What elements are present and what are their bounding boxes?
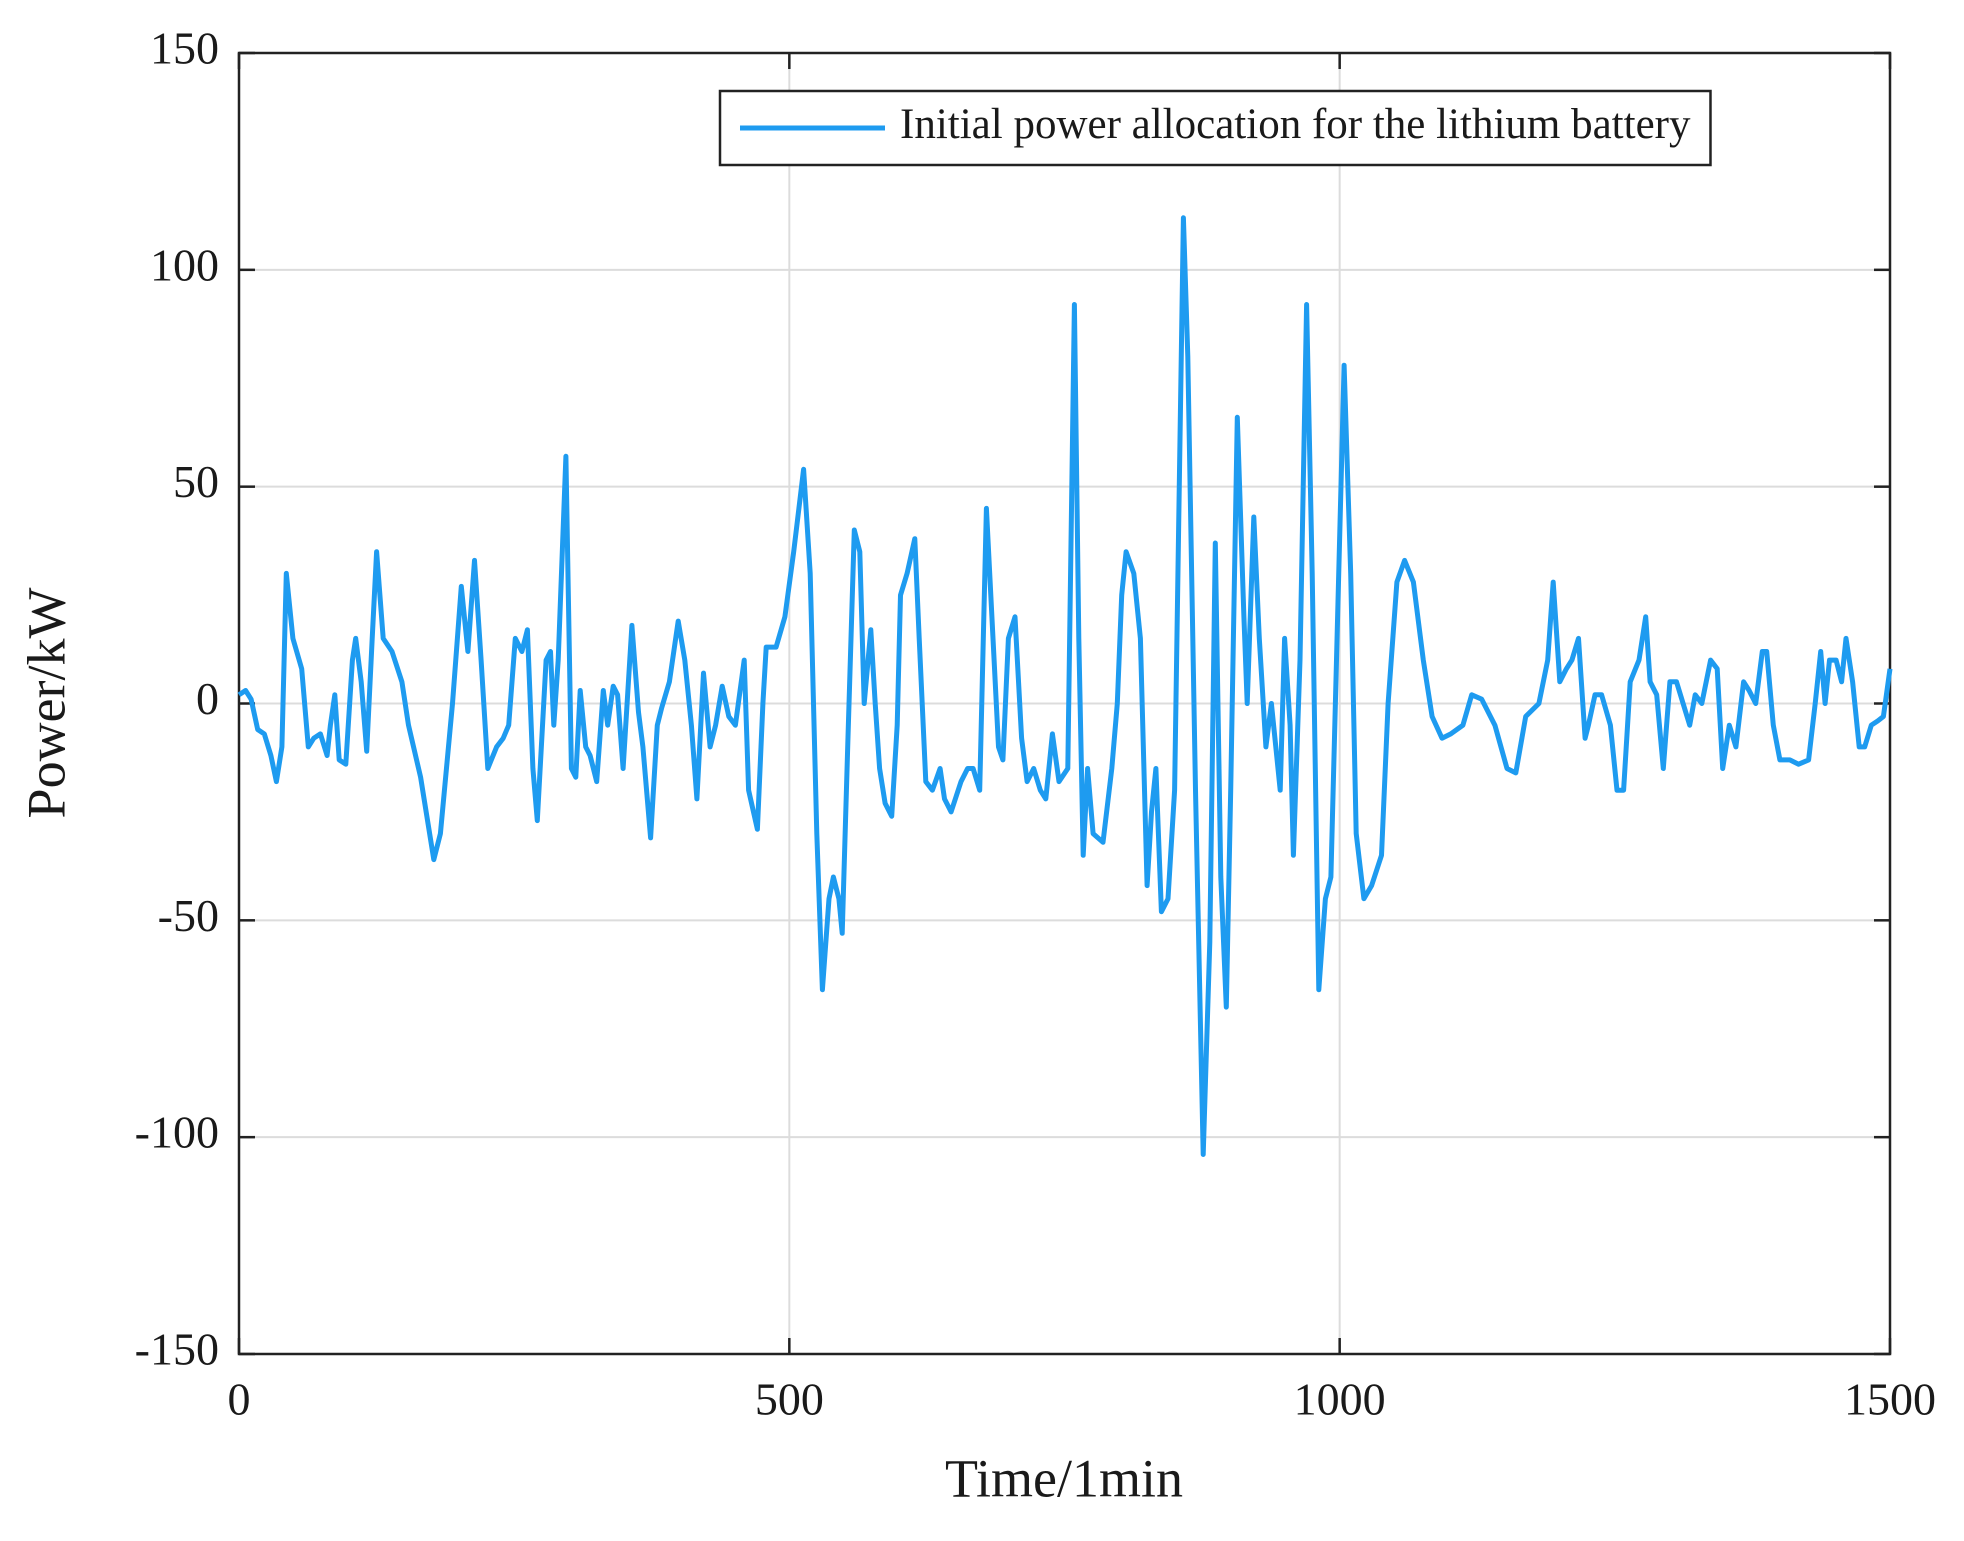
y-tick-label: 150 [150,23,219,74]
x-tick-label: 500 [755,1374,824,1425]
y-tick-label: 0 [196,673,219,724]
plot-frame [237,51,1892,1356]
y-axis-label: Power/kW [16,587,76,818]
legend-box [718,89,1712,167]
y-tick-label: -150 [135,1324,219,1375]
y-tick-label: -100 [135,1107,219,1158]
x-axis-label: Time/1min [945,1448,1183,1508]
data-line [237,215,1893,1157]
x-tick-label: 1000 [1294,1374,1386,1425]
y-tick-label: 50 [173,456,219,507]
x-tick-label: 1500 [1844,1374,1936,1425]
x-tick-label: 0 [228,1374,251,1425]
y-tick-label: -50 [158,890,219,941]
legend-label: Initial power allocation for the lithium… [900,101,1691,148]
y-tick-label: 100 [150,239,219,290]
